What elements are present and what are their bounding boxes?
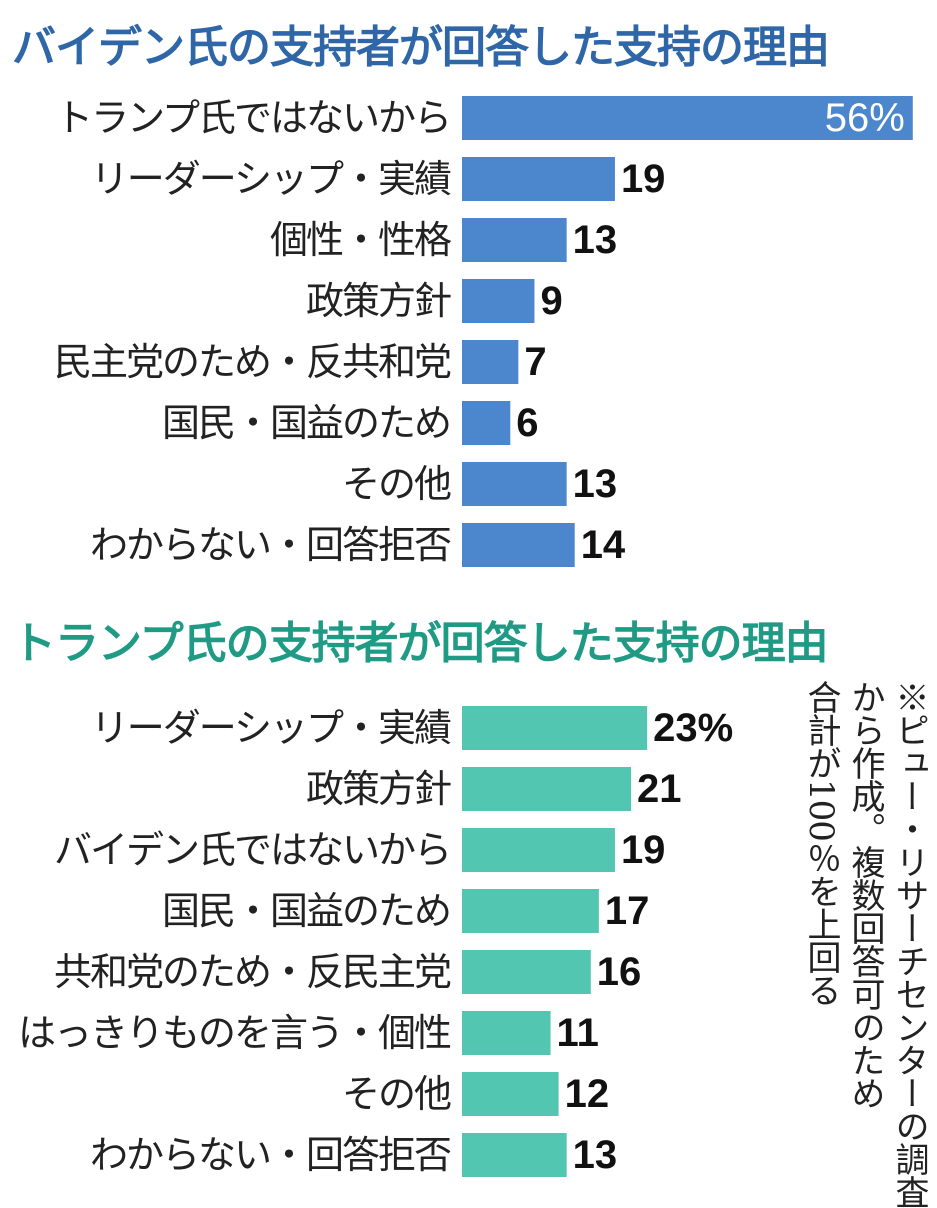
- biden-category-label: 政策方針: [306, 279, 451, 323]
- biden-bar: [462, 462, 567, 506]
- trump-category-label: その他: [342, 1072, 451, 1116]
- biden-category-label: トランプ氏ではないから: [55, 96, 450, 140]
- trump-bar: [462, 889, 599, 933]
- source-note: ※ピュー・リサーチセンターの調査 から作成。複数回答可のため 合計が100％を上…: [801, 680, 929, 1208]
- trump-bar: [462, 1011, 551, 1055]
- biden-category-label: 個性・性格: [270, 218, 452, 262]
- biden-bar: [462, 340, 519, 384]
- trump-category-label: リーダーシップ・実績: [91, 706, 451, 750]
- trump-bar-chart: リーダーシップ・実績 23% 政策方針 21 バイデン氏ではないから 19 国民・国益のため…: [18, 706, 733, 1177]
- biden-category-label: リーダーシップ・実績: [91, 157, 451, 201]
- trump-value-label: 13: [573, 1133, 618, 1177]
- trump-bar: [462, 767, 632, 811]
- source-note-line-3: 合計が100％を上回る: [801, 680, 841, 1006]
- biden-value-label: 6: [516, 401, 538, 445]
- biden-bar: [462, 157, 615, 201]
- biden-value-label: 14: [581, 523, 626, 567]
- trump-value-label: 12: [565, 1072, 610, 1116]
- trump-bar: [462, 706, 648, 750]
- biden-bar: [462, 523, 575, 567]
- biden-value-label: 19: [621, 157, 666, 201]
- trump-value-label: 17: [605, 889, 650, 933]
- biden-bar: [462, 401, 511, 445]
- trump-bar: [462, 950, 591, 994]
- biden-value-label: 13: [573, 218, 618, 262]
- biden-value-label: 7: [524, 340, 546, 384]
- biden-category-label: その他: [342, 462, 451, 506]
- trump-value-label: 11: [557, 1011, 599, 1055]
- trump-chart-title: トランプ氏の支持者が回答した支持の理由: [12, 618, 829, 669]
- trump-category-label: 共和党のため・反民主党: [54, 950, 451, 994]
- source-note-line-2: から作成。複数回答可のため: [845, 680, 885, 1109]
- biden-category-label: 民主党のため・反共和党: [54, 340, 451, 384]
- biden-value-label: 13: [573, 462, 618, 506]
- biden-value-label: 56%: [825, 96, 905, 140]
- trump-category-label: はっきりものを言う・個性: [18, 1011, 451, 1055]
- trump-value-label: 19: [621, 828, 666, 872]
- biden-bar: [462, 96, 913, 140]
- trump-category-label: 国民・国益のため: [162, 889, 450, 933]
- biden-category-label: 国民・国益のため: [162, 401, 450, 445]
- trump-category-label: わからない・回答拒否: [90, 1133, 451, 1177]
- biden-bar: [462, 279, 535, 323]
- trump-value-label: 21: [637, 767, 682, 811]
- trump-bar: [462, 1133, 567, 1177]
- biden-bar: [462, 218, 567, 262]
- biden-chart-title: バイデン氏の支持者が回答した支持の理由: [12, 22, 830, 73]
- source-note-line-1: ※ピュー・リサーチセンターの調査: [889, 680, 929, 1208]
- biden-bar-chart: トランプ氏ではないから 56% リーダーシップ・実績 19 個性・性格 13 政策方針 9 民主…: [54, 96, 913, 567]
- trump-value-label: 23%: [653, 706, 733, 750]
- trump-category-label: 政策方針: [306, 767, 451, 811]
- biden-value-label: 9: [540, 279, 562, 323]
- trump-bar: [462, 828, 615, 872]
- trump-category-label: バイデン氏ではないから: [54, 828, 450, 872]
- trump-bar: [462, 1072, 559, 1116]
- trump-value-label: 16: [597, 950, 642, 994]
- biden-category-label: わからない・回答拒否: [90, 523, 451, 567]
